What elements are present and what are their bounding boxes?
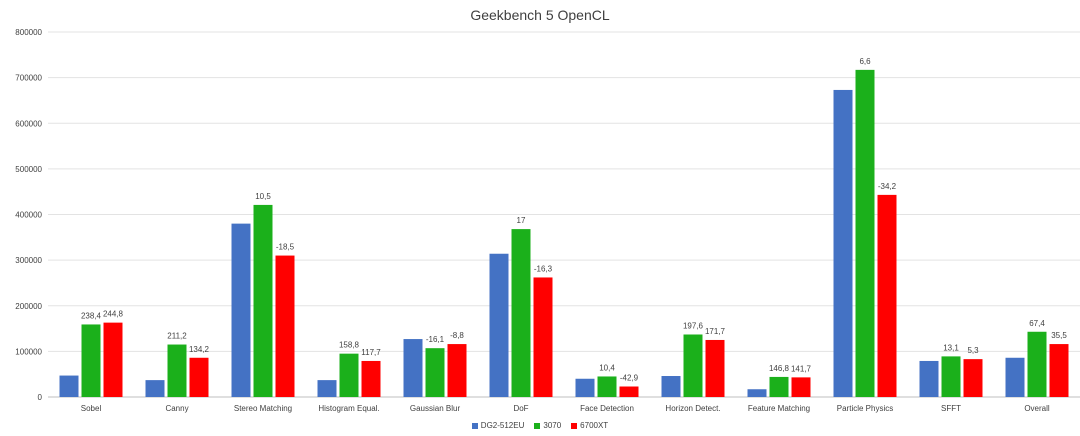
data-label: -16,3 xyxy=(534,264,553,273)
bar-6700xt xyxy=(791,377,811,397)
bar-6700xt xyxy=(877,194,897,397)
y-tick-label: 200000 xyxy=(15,302,42,311)
legend-item-3070[interactable]: 3070 xyxy=(534,421,561,430)
data-label: 158,8 xyxy=(339,341,360,350)
bar-dg2-512eu xyxy=(747,389,767,397)
bar-3070 xyxy=(1027,331,1047,397)
bar-dg2-512eu xyxy=(317,380,337,397)
x-tick-label: Overall xyxy=(1024,404,1050,413)
legend-label-dg2: DG2-512EU xyxy=(480,421,525,430)
y-tick-label: 100000 xyxy=(15,347,42,356)
data-label: -16,1 xyxy=(426,335,445,344)
y-tick-label: 800000 xyxy=(15,28,42,37)
y-tick-label: 500000 xyxy=(15,165,42,174)
data-label: -34,2 xyxy=(878,182,897,191)
bar-6700xt xyxy=(103,322,123,397)
data-label: -18,5 xyxy=(276,243,295,252)
y-axis-ticks: 0 100000 200000 300000 400000 500000 600000 700… xyxy=(15,28,42,402)
data-label: -42,9 xyxy=(620,374,639,383)
bar-3070 xyxy=(855,69,875,398)
data-label: 211,2 xyxy=(167,332,187,341)
bar-6700xt xyxy=(533,277,553,397)
y-tick-label: 700000 xyxy=(15,74,42,83)
x-tick-label: Face Detection xyxy=(580,404,634,413)
x-tick-label: Sobel xyxy=(81,404,102,413)
bar-3070 xyxy=(597,376,617,397)
x-axis-ticks: Sobel Canny Stereo Matching Histogram Equal… xyxy=(81,404,1050,413)
bar-3070 xyxy=(941,356,961,397)
bar-6700xt xyxy=(619,386,639,397)
data-label: 13,1 xyxy=(943,343,959,352)
bars xyxy=(59,69,1069,398)
chart-title: Geekbench 5 OpenCL xyxy=(470,7,610,23)
x-tick-label: Particle Physics xyxy=(837,404,893,413)
data-label: 17 xyxy=(517,216,526,225)
x-tick-label: Canny xyxy=(165,404,188,413)
x-tick-label: Stereo Matching xyxy=(234,404,292,413)
legend-swatch-dg2 xyxy=(471,422,478,429)
y-tick-label: 400000 xyxy=(15,211,42,220)
data-label: 6,6 xyxy=(859,57,871,66)
x-tick-label: DoF xyxy=(513,404,528,413)
legend-label-6700xt: 6700XT xyxy=(580,421,609,430)
bar-6700xt xyxy=(705,339,725,397)
bar-3070 xyxy=(81,324,101,397)
data-label: 141,7 xyxy=(791,364,812,373)
data-label: 10,4 xyxy=(599,363,615,372)
bar-dg2-512eu xyxy=(231,223,251,397)
data-label: 10,5 xyxy=(255,192,271,201)
x-tick-label: Histogram Equal. xyxy=(318,404,379,413)
legend-swatch-3070 xyxy=(534,422,541,429)
data-label: -8,8 xyxy=(450,331,464,340)
y-tick-label: 0 xyxy=(38,393,43,402)
bar-dg2-512eu xyxy=(59,375,79,397)
gridlines xyxy=(48,31,1080,398)
bar-dg2-512eu xyxy=(403,339,423,397)
bar-3070 xyxy=(425,348,445,397)
data-label: 117,7 xyxy=(361,348,381,357)
legend: DG2-512EU 3070 6700XT xyxy=(0,421,1080,430)
legend-item-6700xt[interactable]: 6700XT xyxy=(571,421,608,430)
bar-3070 xyxy=(769,376,789,397)
data-label: 146,8 xyxy=(769,364,790,373)
bar-dg2-512eu xyxy=(919,360,939,397)
data-label: 171,7 xyxy=(705,327,726,336)
legend-item-dg2[interactable]: DG2-512EU xyxy=(471,421,525,430)
bar-6700xt xyxy=(963,359,983,397)
legend-label-3070: 3070 xyxy=(543,421,562,430)
data-label: 5,3 xyxy=(967,346,979,355)
bar-3070 xyxy=(253,204,273,397)
bar-dg2-512eu xyxy=(1005,357,1025,397)
x-tick-label: SFFT xyxy=(941,404,961,413)
bar-3070 xyxy=(167,344,187,397)
data-label: 244,8 xyxy=(103,310,124,319)
data-label: 134,2 xyxy=(189,345,210,354)
data-label: 238,4 xyxy=(81,311,102,320)
bar-3070 xyxy=(511,229,531,397)
bar-dg2-512eu xyxy=(833,89,853,397)
data-label: 67,4 xyxy=(1029,319,1045,328)
bar-3070 xyxy=(683,334,703,397)
bar-dg2-512eu xyxy=(575,378,595,397)
x-tick-label: Horizon Detect. xyxy=(665,404,720,413)
bar-6700xt xyxy=(275,255,295,397)
bar-dg2-512eu xyxy=(145,380,165,397)
x-tick-label: Gaussian Blur xyxy=(410,404,461,413)
y-tick-label: 600000 xyxy=(15,119,42,128)
legend-swatch-6700xt xyxy=(571,422,578,429)
bar-dg2-512eu xyxy=(489,253,509,397)
bar-dg2-512eu xyxy=(661,376,681,397)
y-tick-label: 300000 xyxy=(15,256,42,265)
bar-6700xt xyxy=(189,357,209,397)
x-tick-label: Feature Matching xyxy=(748,404,810,413)
data-label: 35,5 xyxy=(1051,331,1067,340)
bar-6700xt xyxy=(361,360,381,397)
bar-3070 xyxy=(339,353,359,397)
data-label: 197,6 xyxy=(683,321,704,330)
bar-6700xt xyxy=(1049,344,1069,397)
bar-6700xt xyxy=(447,344,467,397)
